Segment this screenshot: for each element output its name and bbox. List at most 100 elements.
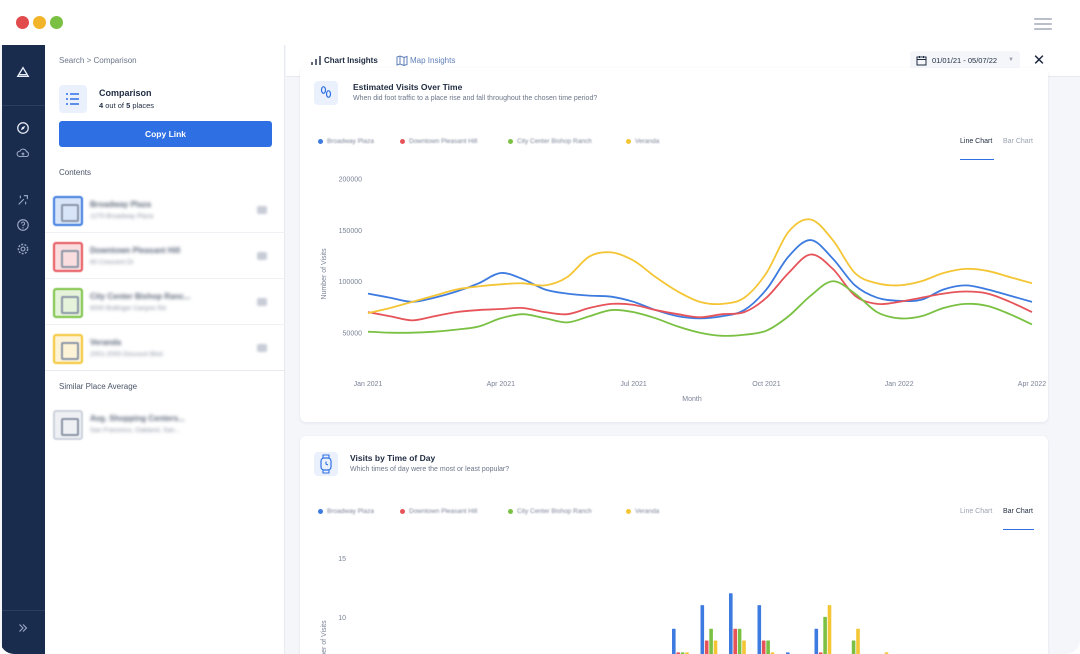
menu-icon[interactable]: [1034, 18, 1052, 30]
minimize-window-dot[interactable]: [33, 16, 46, 29]
bar[interactable]: [856, 628, 860, 654]
close-icon[interactable]: ✕: [1032, 52, 1046, 69]
bar[interactable]: [737, 628, 742, 654]
place-thumbnail: [53, 196, 83, 226]
place-name: Broadway Plaza: [90, 200, 151, 209]
place-address: 60 Crescent Dr: [90, 259, 134, 266]
maximize-window-dot[interactable]: [50, 16, 63, 29]
bar[interactable]: [729, 593, 733, 654]
place-address: 1275 Broadway Plaza: [90, 213, 154, 220]
remove-place-icon[interactable]: [257, 298, 267, 306]
bar[interactable]: [851, 640, 856, 654]
window-titlebar: [0, 0, 1080, 45]
x-tick-label: Jan 2022: [885, 381, 914, 388]
map-icon: [396, 55, 408, 66]
gear-icon[interactable]: [13, 242, 33, 262]
tab-map-insights[interactable]: Map Insights: [386, 45, 461, 76]
bar[interactable]: [761, 640, 766, 654]
close-window-dot[interactable]: [16, 16, 29, 29]
x-tick-label: Jul 2021: [620, 381, 647, 388]
bar[interactable]: [814, 628, 819, 654]
card-subtitle: Which times of day were the most or leas…: [350, 466, 510, 473]
bar[interactable]: [827, 605, 832, 654]
bar[interactable]: [713, 640, 718, 654]
y-tick-label: 15: [338, 556, 346, 563]
legend-item[interactable]: Downtown Pleasant Hill: [400, 508, 477, 515]
tools-icon[interactable]: [13, 193, 33, 213]
bar[interactable]: [823, 616, 827, 654]
footprints-icon: [314, 81, 338, 105]
card-title: Estimated Visits Over Time: [353, 82, 463, 92]
list-icon: [59, 85, 87, 113]
remove-place-icon[interactable]: [257, 344, 267, 352]
bar[interactable]: [766, 640, 770, 654]
y-axis-label: Number of Visits: [321, 248, 328, 300]
sidebar-rail: [2, 45, 45, 654]
x-tick-label: Oct 2021: [752, 381, 781, 388]
series-line[interactable]: [367, 253, 1033, 322]
bar-chart-toggle[interactable]: Bar Chart: [1003, 138, 1033, 145]
x-tick-label: Jan 2021: [354, 381, 383, 388]
watch-icon: [314, 452, 338, 476]
bar[interactable]: [709, 628, 713, 654]
bar[interactable]: [757, 605, 762, 654]
remove-place-icon[interactable]: [257, 252, 267, 260]
legend-item[interactable]: City Center Bishop Ranch: [508, 508, 592, 515]
comparison-count: 4 out of 5 places: [99, 101, 155, 110]
compass-icon[interactable]: [13, 121, 33, 141]
series-line[interactable]: [367, 280, 1033, 337]
legend-item[interactable]: Veranda: [626, 508, 659, 515]
similar-place-thumbnail: [53, 410, 83, 440]
bar-chart-toggle[interactable]: Bar Chart: [1003, 508, 1034, 530]
place-row[interactable]: City Center Bishop Ranc... 6000 Bollinger…: [45, 280, 285, 325]
line-chart-toggle[interactable]: Line Chart: [960, 508, 993, 515]
similar-place-name: Avg. Shopping Centers...: [90, 414, 185, 423]
place-address: 2001-2005 Discount Blvd: [90, 351, 163, 358]
place-thumbnail: [53, 288, 83, 318]
x-axis-label: Month: [682, 396, 702, 403]
place-row[interactable]: Veranda 2001-2005 Discount Blvd: [45, 326, 285, 371]
legend-item[interactable]: Downtown Pleasant Hill: [400, 138, 477, 145]
copy-link-button[interactable]: Copy Link: [59, 121, 272, 147]
visits-by-time-card: Visits by Time of Day Which times of day…: [300, 436, 1048, 654]
visits-line-chart: 50000 100000 150000 200000 Jan 2021 Apr 2021 J…: [321, 176, 1047, 403]
cloud-upload-icon[interactable]: [13, 146, 33, 166]
series-line[interactable]: [367, 218, 1033, 315]
place-row[interactable]: Downtown Pleasant Hill 60 Crescent Dr: [45, 234, 285, 279]
place-name: City Center Bishop Ranc...: [90, 292, 191, 301]
legend-item[interactable]: Broadway Plaza: [318, 138, 374, 145]
bar[interactable]: [704, 640, 709, 654]
series-line[interactable]: [367, 239, 1033, 320]
place-thumbnail: [53, 334, 83, 364]
legend-item[interactable]: Broadway Plaza: [318, 508, 374, 515]
line-chart-toggle[interactable]: Line Chart: [960, 138, 994, 160]
comparison-title: Comparison: [99, 88, 152, 98]
bar-chart-icon: [311, 56, 321, 65]
similar-place-row[interactable]: Avg. Shopping Centers... San Francisco, …: [45, 402, 285, 447]
bar[interactable]: [742, 640, 746, 654]
bar[interactable]: [672, 628, 676, 654]
place-name: Downtown Pleasant Hill: [90, 246, 181, 255]
visits-over-time-card: Estimated Visits Over Time When did foot…: [300, 68, 1048, 422]
place-row[interactable]: Broadway Plaza 1275 Broadway Plaza: [45, 188, 285, 233]
legend-item[interactable]: Veranda: [626, 138, 659, 145]
visits-bar-chart: 10 15 Number of Visits: [321, 556, 889, 654]
calendar-icon: [916, 56, 927, 66]
expand-icon[interactable]: [13, 621, 33, 641]
breadcrumb[interactable]: Search > Comparison: [59, 56, 137, 65]
y-tick-label: 200000: [339, 176, 362, 183]
bar[interactable]: [700, 605, 705, 654]
y-axis-label: Number of Visits: [321, 620, 328, 654]
remove-place-icon[interactable]: [257, 206, 267, 214]
bar[interactable]: [733, 628, 737, 654]
date-range-picker[interactable]: 01/01/21 - 05/07/22 ▼: [910, 51, 1020, 70]
logo-icon[interactable]: [13, 65, 33, 85]
card-title: Visits by Time of Day: [350, 453, 436, 463]
y-tick-label: 100000: [339, 279, 362, 286]
help-icon[interactable]: [13, 218, 33, 238]
contents-label: Contents: [59, 168, 92, 177]
legend-item[interactable]: City Center Bishop Ranch: [508, 138, 592, 145]
place-address: 6000 Bollinger Canyon Rd: [90, 305, 166, 312]
x-tick-label: Apr 2022: [1018, 381, 1047, 388]
